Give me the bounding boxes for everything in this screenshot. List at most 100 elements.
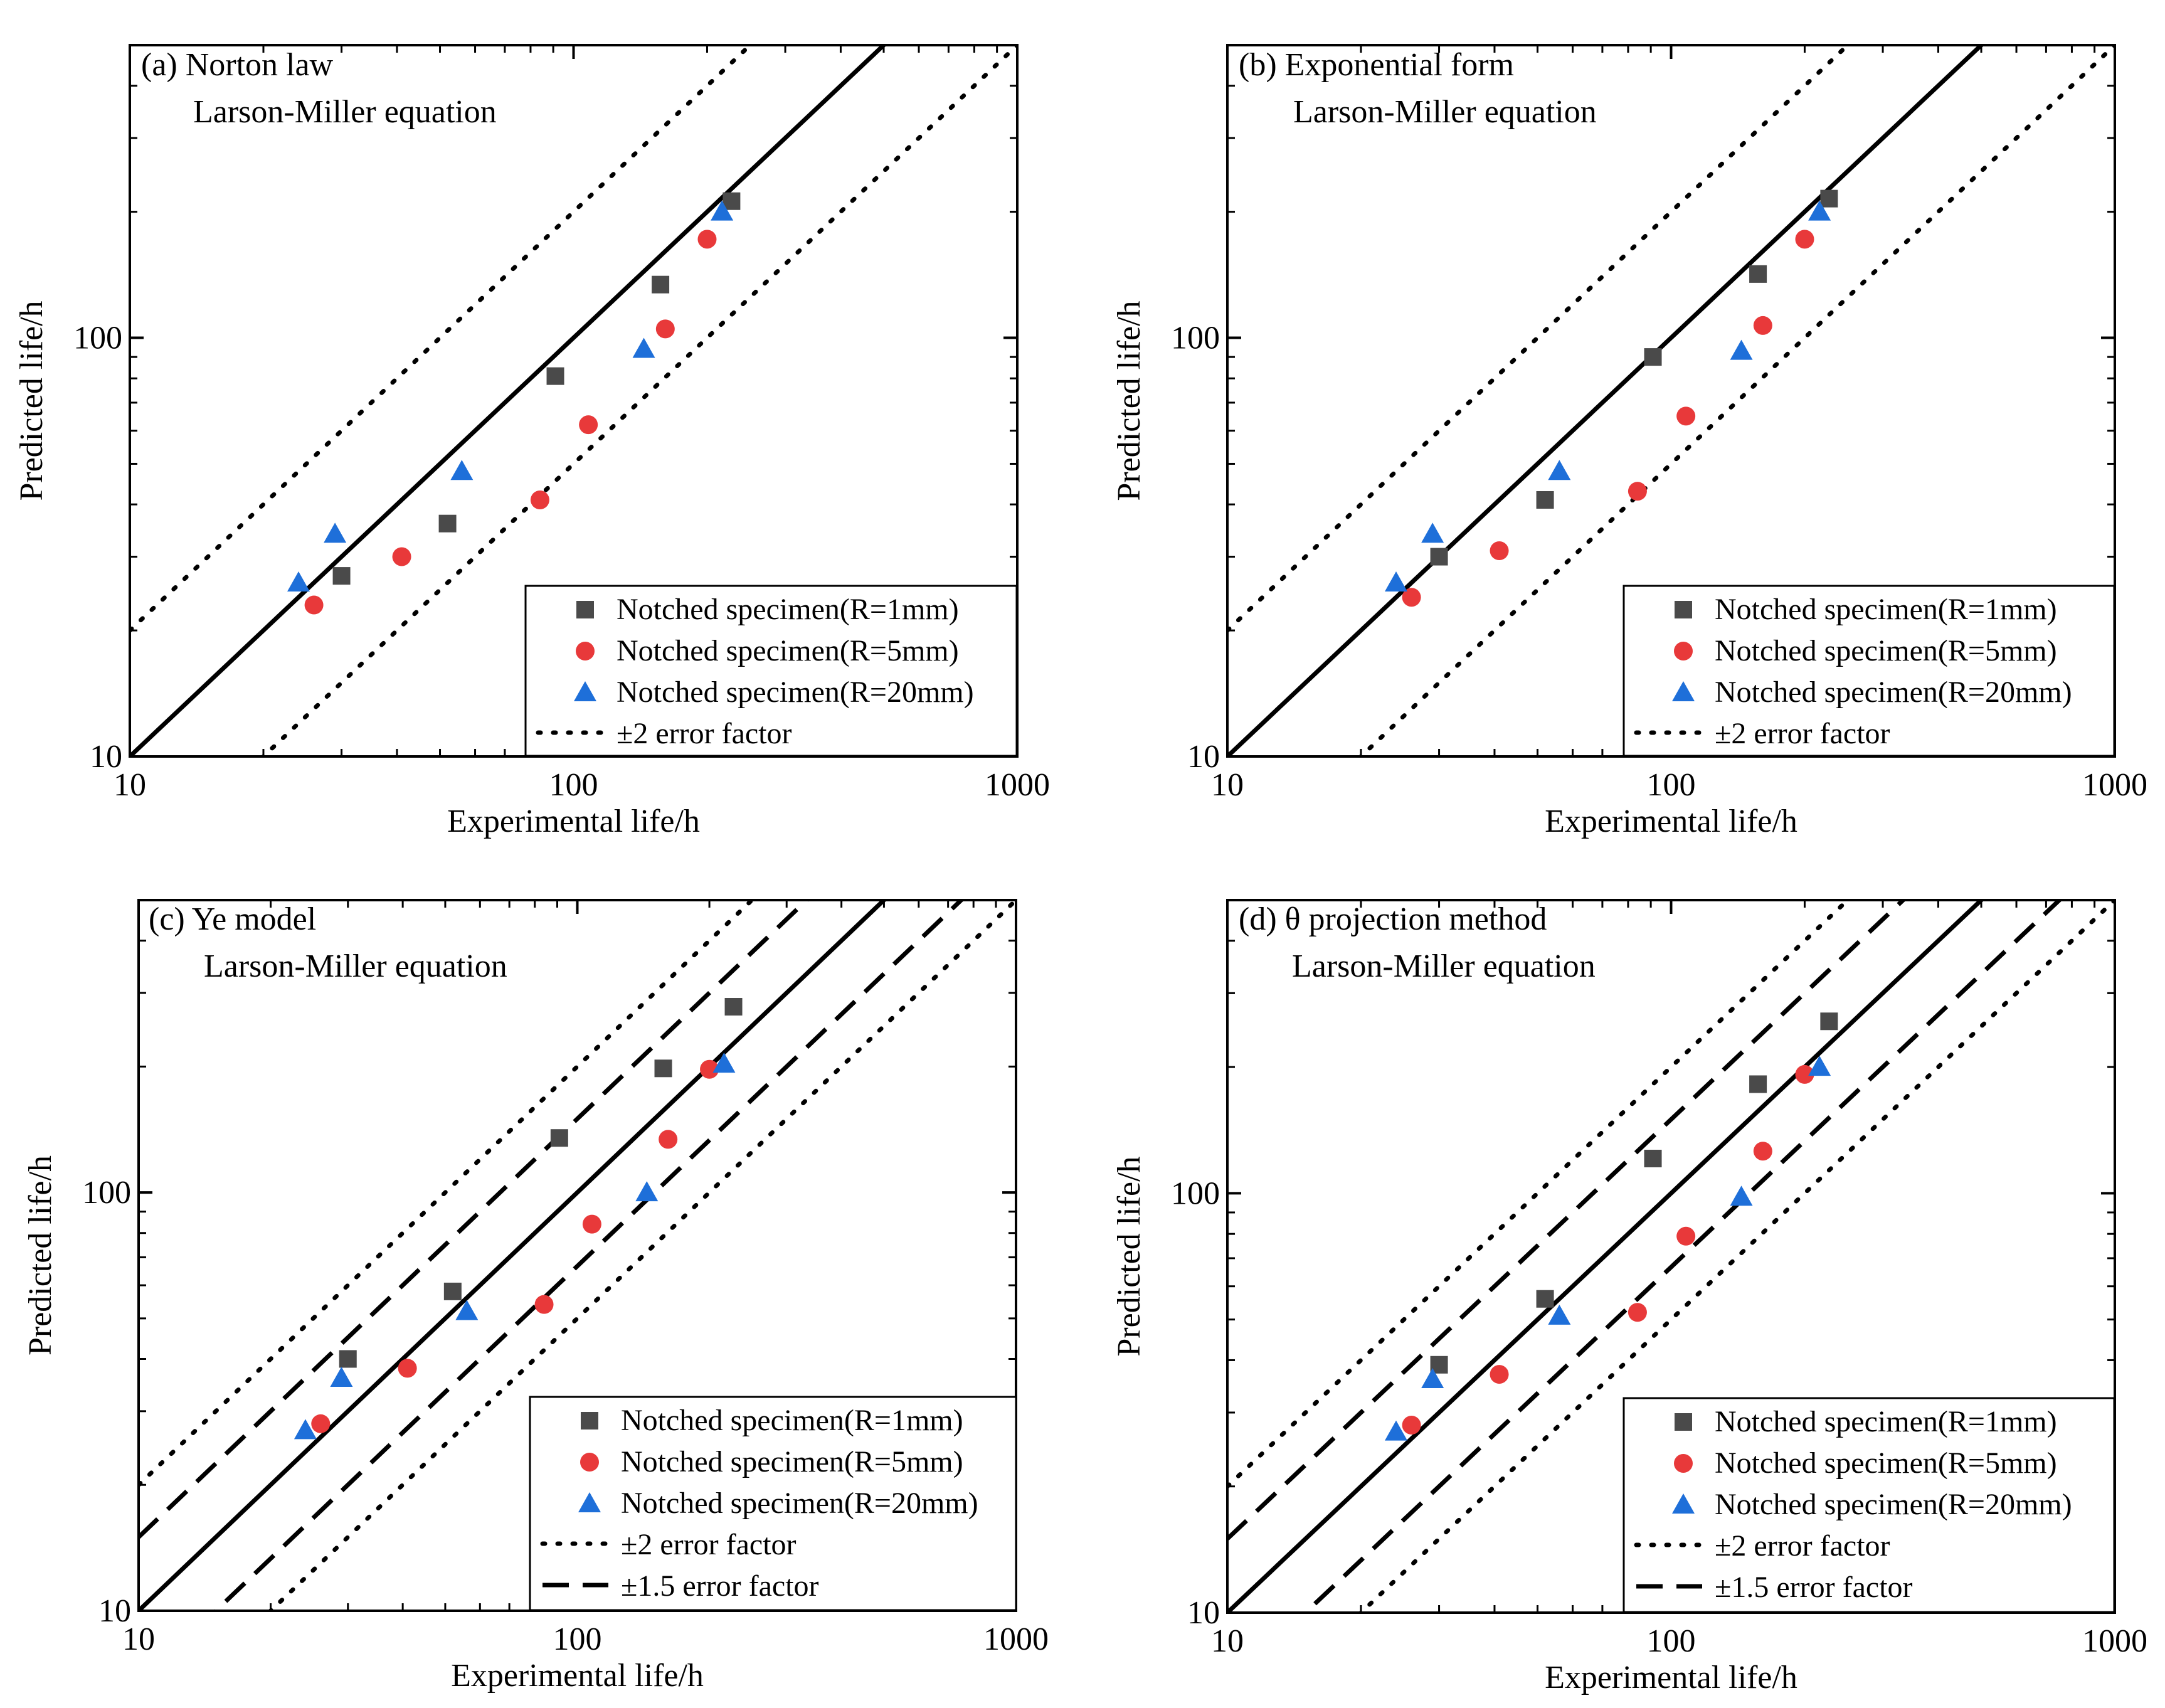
y-tick-label: 10: [98, 1593, 131, 1629]
series-3: [294, 1053, 736, 1440]
y-tick-label: 100: [82, 1175, 131, 1211]
data-point-square: [1536, 491, 1554, 509]
legend-symbol-circle: [1674, 642, 1693, 660]
series-3: [1384, 1056, 1831, 1441]
x-tick-label: 10: [1211, 1623, 1244, 1659]
data-point-circle: [304, 595, 324, 615]
data-point-circle: [1628, 482, 1647, 501]
data-point-triangle: [632, 337, 655, 358]
legend-box: [524, 585, 1018, 757]
series-1: [1430, 1012, 1838, 1374]
legend-symbol-square: [1675, 1413, 1692, 1431]
series-1: [339, 998, 743, 1368]
data-point-circle: [1676, 406, 1696, 426]
series-1: [332, 192, 741, 585]
ticks: 10 100 1000 10 100: [1171, 44, 2147, 803]
series-2: [304, 230, 717, 615]
legend-label: Notched specimen(R=1mm): [1715, 593, 2057, 626]
x-tick-label: 10: [114, 767, 146, 803]
x-tick-label: 1000: [2082, 1623, 2147, 1659]
legend: Notched specimen(R=1mm) Notched specimen(…: [1622, 585, 2115, 757]
legend-label: Notched specimen(R=20mm): [1715, 1488, 2072, 1521]
data-point-circle: [530, 490, 549, 509]
data-point-circle: [1402, 588, 1421, 607]
legend-symbol-triangle: [1672, 1493, 1695, 1514]
data-point-triangle: [1384, 1420, 1407, 1441]
data-point-square: [438, 514, 457, 533]
legend-box: [1622, 1397, 2115, 1613]
x-axis-label: Experimental life/h: [1545, 804, 1797, 839]
ticks: 10 100 1000 10 100: [82, 899, 1049, 1657]
reference-line-dashed: [1227, 900, 1907, 1541]
reference-line-dotted: [267, 900, 1016, 1611]
y-tick-label: 100: [1171, 321, 1220, 356]
x-axis-label: Experimental life/h: [1545, 1660, 1797, 1695]
y-tick-label: 10: [90, 739, 122, 775]
x-tick-label: 100: [549, 767, 598, 803]
legend-box: [1622, 585, 2115, 757]
panel-subtitle: Larson-Miller equation: [204, 948, 507, 984]
panel-title: (b) Exponential form: [1239, 47, 1514, 83]
data-point-circle: [697, 230, 717, 249]
legend-label: ±2 error factor: [1715, 1529, 1890, 1562]
data-point-circle: [392, 547, 411, 566]
data-point-triangle: [1421, 1368, 1444, 1389]
data-point-triangle: [1384, 571, 1407, 592]
legend-label: Notched specimen(R=20mm): [1715, 676, 2072, 709]
reference-line-1to1: [139, 900, 887, 1611]
data-point-circle: [1490, 1365, 1509, 1384]
series-2: [1402, 1064, 1814, 1435]
panel-title: (a) Norton law: [141, 47, 334, 83]
data-point-circle: [1753, 316, 1772, 335]
panel-subtitle: Larson-Miller equation: [193, 94, 497, 130]
data-point-triangle: [635, 1181, 659, 1202]
data-point-square: [1820, 189, 1838, 208]
data-point-circle: [398, 1359, 417, 1378]
data-point-square: [1430, 548, 1448, 566]
reference-lines: [1227, 900, 2115, 1613]
legend: Notched specimen(R=1mm) Notched specimen(…: [1622, 1397, 2115, 1613]
data-point-triangle: [1421, 522, 1444, 543]
x-axis-label: Experimental life/h: [447, 804, 700, 839]
reference-lines: [1227, 45, 2115, 756]
legend-label: Notched specimen(R=20mm): [621, 1487, 978, 1520]
x-tick-label: 10: [122, 1621, 155, 1657]
data-point-circle: [1795, 1064, 1814, 1084]
data-point-triangle: [1808, 1056, 1831, 1076]
reference-lines: [139, 900, 1016, 1611]
legend-label: ±2 error factor: [617, 717, 792, 750]
legend-symbol-square: [1675, 601, 1692, 618]
data-point-square: [546, 367, 564, 385]
legend-symbol-square: [581, 1412, 598, 1430]
data-point-circle: [1402, 1416, 1421, 1435]
x-tick-label: 1000: [985, 767, 1050, 803]
data-point-square: [1820, 1012, 1838, 1031]
data-point-triangle: [455, 1300, 479, 1320]
data-point-circle: [700, 1059, 719, 1079]
legend-symbol-circle: [576, 642, 595, 660]
data-point-square: [1749, 1075, 1767, 1093]
series-2: [311, 1059, 719, 1433]
data-point-square: [1749, 265, 1767, 283]
x-tick-label: 1000: [983, 1621, 1049, 1657]
series-2: [1402, 230, 1814, 607]
reference-line-1to1: [1227, 900, 1985, 1613]
reference-line-dashed: [213, 900, 965, 1611]
y-axis-label: Predicted life/h: [1111, 1156, 1147, 1356]
legend-label: Notched specimen(R=5mm): [621, 1445, 963, 1478]
legend-label: Notched specimen(R=20mm): [617, 676, 974, 709]
x-tick-label: 100: [1647, 1623, 1696, 1659]
data-point-circle: [1676, 1226, 1696, 1246]
data-point-triangle: [711, 200, 734, 221]
data-point-circle: [1490, 541, 1509, 561]
legend: Notched specimen(R=1mm) Notched specimen(…: [524, 585, 1018, 757]
panel-subtitle: Larson-Miller equation: [1292, 948, 1596, 984]
legend-label: Notched specimen(R=5mm): [617, 634, 959, 667]
data-point-triangle: [1730, 1186, 1753, 1206]
data-point-circle: [659, 1130, 678, 1149]
data-point-square: [332, 567, 351, 585]
y-tick-label: 100: [1171, 1175, 1220, 1211]
data-point-circle: [311, 1414, 331, 1433]
